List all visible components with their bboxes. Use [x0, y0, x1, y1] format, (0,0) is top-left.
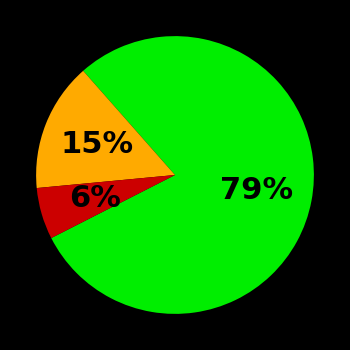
Text: 15%: 15%	[61, 130, 134, 159]
Wedge shape	[36, 71, 175, 188]
Text: 79%: 79%	[220, 176, 293, 205]
Text: 6%: 6%	[69, 184, 121, 213]
Wedge shape	[51, 36, 314, 314]
Wedge shape	[37, 175, 175, 238]
